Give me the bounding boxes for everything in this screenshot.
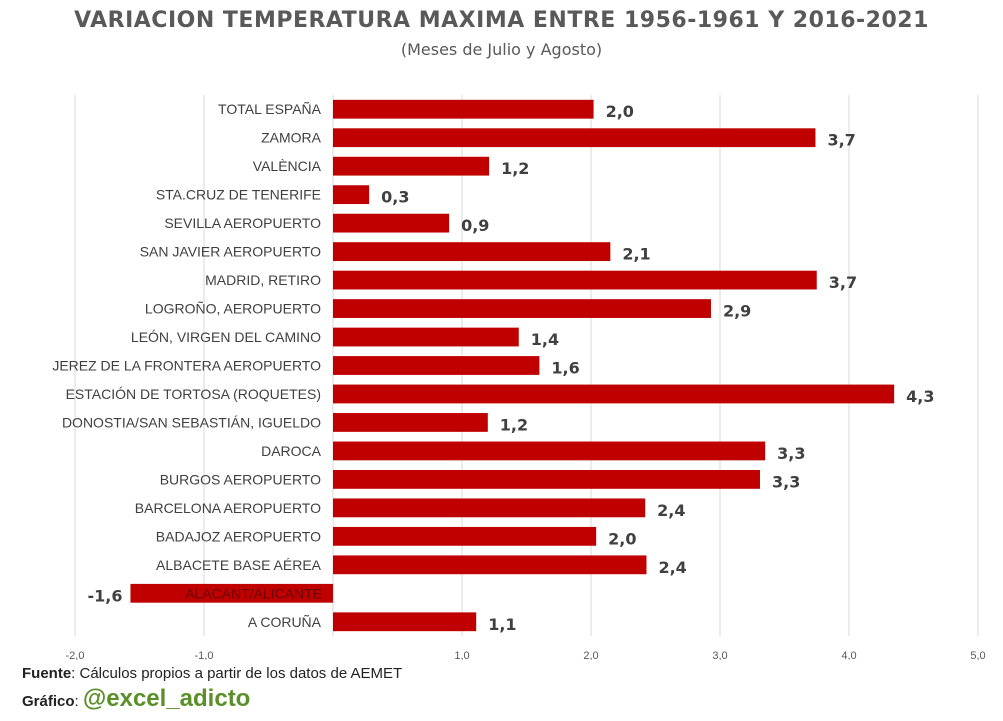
- bar-chart: -2,0 -1,0 1,0 2,0 3,0 4,0 5,0 TOTAL ESPAÑA 2,0 ZA…: [52, 95, 986, 660]
- bar: [333, 327, 519, 347]
- source-text: : Cálculos propios a partir de los datos…: [71, 665, 403, 682]
- data-label: 3,7: [827, 131, 855, 150]
- data-label: 3,7: [829, 273, 857, 292]
- data-label: 0,9: [461, 216, 489, 235]
- data-label: 2,0: [606, 102, 634, 121]
- chart-title: VARIACION TEMPERATURA MAXIMA ENTRE 1956-…: [74, 8, 929, 33]
- credit-sep: :: [74, 693, 79, 710]
- x-tick-label: 1,0: [454, 650, 469, 660]
- data-label: 2,0: [608, 529, 636, 548]
- category-label: MADRID, RETIRO: [205, 272, 321, 288]
- credit-note: Gráfico: @excel_adicto: [22, 685, 250, 713]
- chart-subtitle: (Meses de Julio y Agosto): [400, 40, 603, 59]
- source-label: Fuente: [22, 665, 72, 682]
- category-label: TOTAL ESPAÑA: [218, 101, 322, 117]
- bar: [333, 128, 816, 148]
- bar: [333, 555, 647, 575]
- bar: [333, 242, 611, 262]
- data-label: 2,1: [622, 245, 650, 264]
- data-label: 1,6: [551, 359, 579, 378]
- credit-handle: @excel_adicto: [82, 685, 251, 712]
- bar: [333, 498, 646, 518]
- category-label: DONOSTIA/SAN SEBASTIÁN, IGUELDO: [62, 414, 321, 430]
- bar: [333, 213, 450, 233]
- data-label: 1,2: [501, 159, 529, 178]
- category-label: BADAJOZ AEROPUERTO: [156, 528, 321, 544]
- data-label: 1,4: [531, 330, 559, 349]
- credit-label: Gráfico: [22, 693, 75, 710]
- bar: [130, 583, 333, 603]
- data-label: 2,4: [657, 501, 685, 520]
- bar: [333, 526, 597, 546]
- category-label: A CORUÑA: [248, 614, 322, 630]
- data-label: 3,3: [777, 444, 805, 463]
- data-label: 0,3: [381, 188, 409, 207]
- bar: [333, 612, 477, 632]
- x-tick-label: -2,0: [66, 650, 85, 660]
- category-label: SEVILLA AEROPUERTO: [164, 215, 321, 231]
- category-label: VALÈNCIA: [253, 158, 322, 174]
- bar: [333, 99, 594, 119]
- category-label: LOGROÑO, AEROPUERTO: [145, 301, 321, 317]
- x-tick-label: 3,0: [712, 650, 727, 660]
- category-label: DAROCA: [261, 443, 322, 459]
- category-label: ALBACETE BASE AÉREA: [156, 557, 322, 573]
- category-label: ESTACIÓN DE TORTOSA (ROQUETES): [66, 386, 321, 402]
- category-label: ZAMORA: [261, 130, 322, 146]
- bar: [333, 185, 370, 205]
- bar: [333, 469, 760, 489]
- source-note: Fuente: Cálculos propios a partir de los…: [22, 665, 402, 682]
- x-tick-label: -1,0: [195, 650, 214, 660]
- bar: [333, 299, 711, 318]
- category-label: BARCELONA AEROPUERTO: [135, 500, 321, 516]
- category-label: STA.CRUZ DE TENERIFE: [156, 187, 321, 203]
- bar: [333, 413, 488, 432]
- data-label: 3,3: [772, 472, 800, 491]
- data-label: 4,3: [906, 387, 934, 406]
- category-label: SAN JAVIER AEROPUERTO: [140, 244, 321, 260]
- bar: [333, 441, 766, 461]
- data-label: 2,4: [658, 558, 686, 577]
- category-label: LEÓN, VIRGEN DEL CAMINO: [131, 329, 321, 345]
- bar: [333, 384, 895, 404]
- category-label: BURGOS AEROPUERTO: [160, 471, 321, 487]
- x-tick-label: 4,0: [841, 650, 856, 660]
- x-tick-label: 2,0: [583, 650, 598, 660]
- bar: [333, 270, 817, 290]
- data-label: -1,6: [87, 586, 122, 605]
- data-label: 2,9: [723, 302, 751, 321]
- data-label: 1,1: [488, 615, 516, 634]
- category-label: ALACANT/ALICANTE: [185, 585, 322, 601]
- data-label: 1,2: [500, 415, 528, 434]
- category-label: JEREZ DE LA FRONTERA AEROPUERTO: [52, 358, 321, 374]
- x-tick-label: 5,0: [970, 650, 985, 660]
- bar: [333, 156, 490, 176]
- bar: [333, 356, 540, 375]
